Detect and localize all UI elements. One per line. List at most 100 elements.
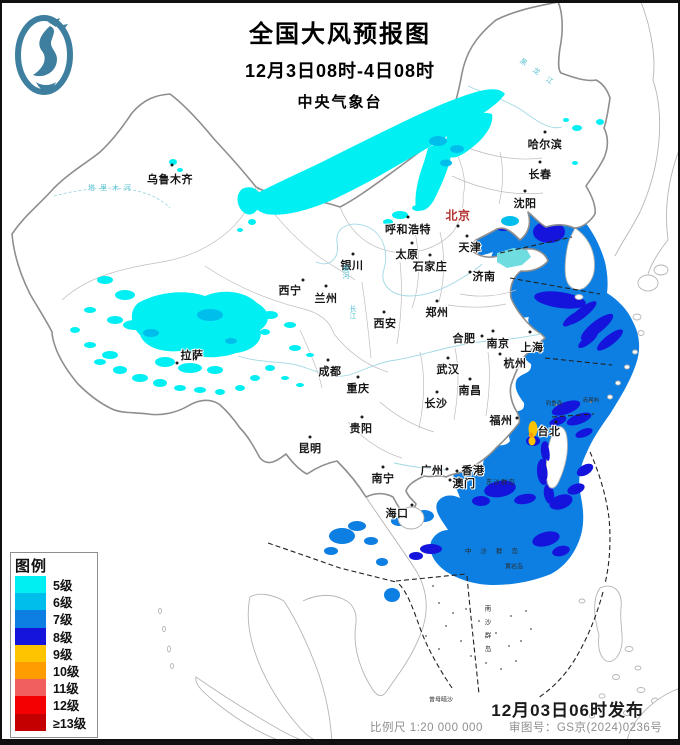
sea-label-赤尾屿: 赤尾屿 bbox=[582, 398, 600, 404]
city-dot-台北 bbox=[554, 420, 558, 424]
sea-label-曾母暗沙: 曾母暗沙 bbox=[428, 697, 454, 704]
city-label-武汉: 武汉 bbox=[436, 364, 460, 376]
city-dot-南昌 bbox=[468, 377, 472, 381]
city-dot-北京 bbox=[456, 224, 460, 228]
river-label-长江: 长江 bbox=[349, 305, 356, 319]
city-label-济南: 济南 bbox=[472, 271, 496, 283]
city-label-沈阳: 沈阳 bbox=[513, 198, 537, 210]
legend-label: 5级 bbox=[53, 579, 73, 594]
islands bbox=[397, 426, 568, 530]
city-label-广州: 广州 bbox=[420, 465, 444, 477]
legend-item: 12级 bbox=[15, 696, 97, 714]
city-dot-合肥 bbox=[480, 334, 484, 338]
legend-label: 10级 bbox=[53, 665, 80, 680]
city-label-海口: 海口 bbox=[385, 508, 409, 520]
city-label-福州: 福州 bbox=[489, 415, 513, 427]
sea-label-南沙群岛: 南沙群岛 bbox=[483, 605, 490, 659]
city-dot-昆明 bbox=[308, 435, 312, 439]
legend-box: 图例 5级 6级 7级 8级 9级 10级 11级 12级 ≥13级 bbox=[10, 552, 98, 738]
city-label-北京: 北京 bbox=[445, 208, 471, 223]
inland-wind-level6 bbox=[143, 136, 519, 344]
legend-label: 12级 bbox=[53, 699, 80, 714]
rivers bbox=[53, 85, 563, 471]
city-label-上海: 上海 bbox=[520, 342, 544, 354]
city-dot-拉萨 bbox=[175, 361, 179, 365]
city-dot-福州 bbox=[515, 416, 519, 420]
maritime-dashed-lines bbox=[267, 236, 613, 699]
city-dot-呼和浩特 bbox=[406, 215, 410, 219]
city-label-成都: 成都 bbox=[318, 366, 342, 378]
legend-swatch bbox=[15, 713, 46, 731]
city-label-贵阳: 贵阳 bbox=[349, 423, 373, 435]
sea-label-中沙群岛: 中沙群岛 bbox=[465, 548, 527, 555]
city-label-哈尔滨: 哈尔滨 bbox=[527, 139, 563, 151]
city-label-长春: 长春 bbox=[528, 169, 552, 181]
city-dot-郑州 bbox=[435, 299, 439, 303]
legend-swatch bbox=[15, 593, 46, 611]
legend-item: 5级 bbox=[15, 576, 97, 594]
legend-swatch bbox=[15, 576, 46, 594]
city-label-南京: 南京 bbox=[486, 338, 510, 350]
legend-title: 图例 bbox=[15, 558, 48, 575]
city-label-天津: 天津 bbox=[458, 242, 482, 254]
approval-number: 审图号：GS京(2024)0236号 bbox=[508, 722, 663, 734]
city-dot-海口 bbox=[410, 503, 414, 507]
city-dot-兰州 bbox=[324, 284, 328, 288]
city-dot-西宁 bbox=[301, 278, 305, 282]
city-label-银川: 银川 bbox=[340, 260, 364, 272]
province-borders bbox=[61, 135, 544, 459]
city-label-昆明: 昆明 bbox=[298, 443, 322, 455]
city-dot-澳门 bbox=[448, 478, 452, 482]
sea-wind-level7-area bbox=[324, 203, 640, 602]
legend-item: 6级 bbox=[15, 593, 97, 611]
city-dot-天津 bbox=[465, 234, 469, 238]
city-dot-石家庄 bbox=[428, 253, 432, 257]
city-label-南昌: 南昌 bbox=[458, 385, 482, 397]
legend-item: ≥13级 bbox=[15, 713, 97, 731]
sea-label-黄岩岛: 黄岩岛 bbox=[504, 564, 524, 571]
legend-rows: 5级 6级 7级 8级 9级 10级 11级 12级 ≥13级 bbox=[15, 576, 97, 731]
city-label-西宁: 西宁 bbox=[278, 285, 302, 297]
city-label-乌鲁木齐: 乌鲁木齐 bbox=[147, 174, 193, 186]
city-dot-太原 bbox=[410, 241, 414, 245]
sea-label-钓鱼岛: 钓鱼岛 bbox=[545, 401, 563, 407]
city-label-南宁: 南宁 bbox=[371, 473, 395, 485]
city-dot-西安 bbox=[382, 310, 386, 314]
city-dot-香港 bbox=[455, 469, 459, 473]
city-dot-上海 bbox=[528, 330, 532, 334]
city-dot-贵阳 bbox=[360, 415, 364, 419]
city-label-台北: 台北 bbox=[537, 426, 561, 438]
legend-label: 11级 bbox=[53, 682, 79, 697]
city-label-香港: 香港 bbox=[461, 465, 485, 477]
city-dot-长春 bbox=[538, 160, 542, 164]
city-dot-乌鲁木齐 bbox=[170, 163, 174, 167]
city-label-呼和浩特: 呼和浩特 bbox=[385, 224, 431, 236]
sea-wind-level9-patches bbox=[528, 421, 538, 446]
legend-item: 9级 bbox=[15, 644, 97, 662]
city-dot-长沙 bbox=[435, 390, 439, 394]
river-label-黑龙江: 黑龙江 bbox=[518, 57, 562, 92]
river-label-黄河: 黄河 bbox=[342, 265, 349, 279]
legend-item: 8级 bbox=[15, 627, 97, 645]
neighbor-coastlines bbox=[158, 1, 680, 745]
legend-item: 7级 bbox=[15, 610, 97, 628]
city-label-澳门: 澳门 bbox=[452, 478, 476, 490]
scale-and-approval: 比例尺 1:20 000 000 审图号：GS京(2024)0236号 bbox=[370, 719, 680, 735]
city-label-重庆: 重庆 bbox=[346, 383, 370, 395]
legend-label: 6级 bbox=[53, 596, 73, 611]
city-label-郑州: 郑州 bbox=[425, 307, 449, 319]
city-dot-成都 bbox=[326, 358, 330, 362]
city-dot-武汉 bbox=[446, 356, 450, 360]
city-label-长沙: 长沙 bbox=[424, 398, 448, 410]
city-label-拉萨: 拉萨 bbox=[180, 350, 204, 362]
legend-swatch bbox=[15, 661, 46, 680]
city-dot-广州 bbox=[445, 467, 449, 471]
legend-label: 8级 bbox=[53, 630, 73, 645]
legend-swatch bbox=[15, 610, 46, 628]
city-dot-杭州 bbox=[498, 352, 502, 356]
legend-label: 9级 bbox=[53, 647, 73, 662]
sea-label-东沙群岛: 东沙群岛 bbox=[486, 479, 516, 486]
legend-swatch bbox=[15, 644, 46, 662]
